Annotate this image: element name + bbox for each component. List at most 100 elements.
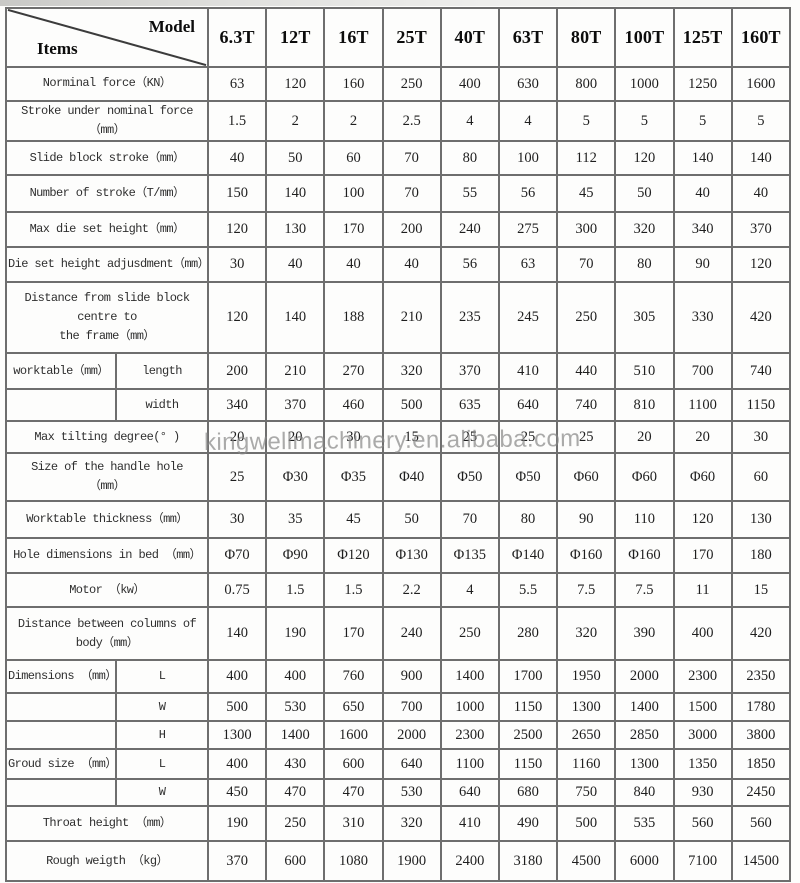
header-row: Model Items 6.3T 12T 16T 25T 40T 63T 80T…	[5, 7, 792, 68]
value-cell: 300	[556, 211, 617, 249]
value-cell: 320	[556, 606, 617, 662]
value-cell: 1150	[497, 692, 559, 723]
value-cell: 320	[614, 211, 675, 249]
value-cell: 40	[206, 140, 268, 177]
value-cell: 1000	[614, 66, 675, 102]
value-cell: 5	[730, 99, 792, 143]
value-cell: 6000	[614, 840, 675, 883]
value-cell: 235	[439, 281, 500, 355]
value-cell: Φ70	[206, 537, 268, 575]
value-cell: 1400	[265, 720, 326, 751]
value-cell: 90	[672, 246, 733, 284]
value-cell: 340	[206, 388, 268, 423]
diagonal-divider-line	[8, 10, 206, 65]
value-cell: 7.5	[556, 572, 617, 609]
row-sublabel: length	[115, 352, 209, 391]
value-cell: 30	[206, 500, 268, 540]
row-label: Rough weigth （kg）	[5, 840, 209, 883]
value-cell: 420	[730, 606, 792, 662]
row-label	[5, 720, 117, 751]
value-cell: 370	[730, 211, 792, 249]
column-header-125t: 125T	[672, 7, 733, 68]
value-cell: 240	[381, 606, 442, 662]
value-cell: 1.5	[206, 99, 268, 143]
value-cell: 600	[323, 748, 384, 781]
value-cell: 640	[381, 748, 442, 781]
value-cell: 14500	[730, 840, 792, 883]
value-cell: 5.5	[497, 572, 559, 609]
table-row: Groud size （mm） L 400 430 600 640 1100 1150 1160…	[5, 748, 792, 781]
value-cell: 420	[730, 281, 792, 355]
value-cell: 7100	[672, 840, 733, 883]
value-cell: 100	[497, 140, 559, 177]
value-cell: 200	[206, 352, 268, 391]
row-label: Size of the handle hole （mm）	[5, 452, 209, 503]
value-cell: Φ40	[381, 452, 442, 503]
value-cell: 4500	[556, 840, 617, 883]
items-model-header-cell: Model Items	[5, 7, 209, 68]
table-row: Die set height adjusdment（mm） 30 40 40 40 56 6…	[5, 246, 792, 284]
value-cell: 11	[672, 572, 733, 609]
value-cell: 130	[265, 211, 326, 249]
value-cell: Φ60	[556, 452, 617, 503]
items-header-label: Items	[37, 39, 78, 58]
value-cell: 170	[323, 211, 384, 249]
row-label: Max tilting degree(° )	[5, 420, 209, 455]
row-label	[5, 692, 117, 723]
value-cell: Φ130	[381, 537, 442, 575]
row-sublabel: width	[115, 388, 209, 423]
table-row: width 340 370 460 500 635 640 740 810 1100 1150	[5, 388, 792, 423]
value-cell: 650	[323, 692, 384, 723]
value-cell: 120	[672, 500, 733, 540]
value-cell: 70	[556, 246, 617, 284]
value-cell: 45	[323, 500, 384, 540]
value-cell: 640	[497, 388, 559, 423]
value-cell: 430	[265, 748, 326, 781]
value-cell: 1300	[206, 720, 268, 751]
table-row: Dimensions （mm） L 400 400 760 900 1400 1700 1950…	[5, 659, 792, 695]
value-cell: 140	[265, 174, 326, 214]
value-cell: 25	[556, 420, 617, 455]
value-cell: 370	[439, 352, 500, 391]
value-cell: 700	[381, 692, 442, 723]
value-cell: 330	[672, 281, 733, 355]
value-cell: 100	[323, 174, 384, 214]
value-cell: 250	[381, 66, 442, 102]
value-cell: Φ50	[439, 452, 500, 503]
table-row: H 1300 1400 1600 2000 2300 2500 2650 2850 3000 380…	[5, 720, 792, 751]
value-cell: 640	[439, 778, 500, 808]
value-cell: 1000	[439, 692, 500, 723]
row-label: Throat height （mm）	[5, 805, 209, 843]
value-cell: 510	[614, 352, 675, 391]
value-cell: 5	[556, 99, 617, 143]
column-header-25t: 25T	[381, 7, 442, 68]
value-cell: 340	[672, 211, 733, 249]
value-cell: 275	[497, 211, 559, 249]
value-cell: 2850	[614, 720, 675, 751]
value-cell: 320	[381, 352, 442, 391]
value-cell: 40	[323, 246, 384, 284]
value-cell: 150	[206, 174, 268, 214]
value-cell: 112	[556, 140, 617, 177]
table-row: Distance between columns of body（mm） 140 1…	[5, 606, 792, 662]
value-cell: 30	[730, 420, 792, 455]
value-cell: 370	[265, 388, 326, 423]
value-cell: 900	[381, 659, 442, 695]
value-cell: 120	[730, 246, 792, 284]
value-cell: 40	[381, 246, 442, 284]
value-cell: 1900	[381, 840, 442, 883]
value-cell: 3800	[730, 720, 792, 751]
value-cell: 460	[323, 388, 384, 423]
value-cell: 1.5	[323, 572, 384, 609]
value-cell: 7.5	[614, 572, 675, 609]
value-cell: 40	[672, 174, 733, 214]
value-cell: 140	[730, 140, 792, 177]
value-cell: 90	[556, 500, 617, 540]
table-row: Max die set height（mm） 120 130 170 200 240 275…	[5, 211, 792, 249]
value-cell: 400	[206, 748, 268, 781]
value-cell: 410	[439, 805, 500, 843]
value-cell: 2300	[439, 720, 500, 751]
value-cell: 45	[556, 174, 617, 214]
table-row: Worktable thickness（mm） 30 35 45 50 70 80 90 110…	[5, 500, 792, 540]
value-cell: 270	[323, 352, 384, 391]
